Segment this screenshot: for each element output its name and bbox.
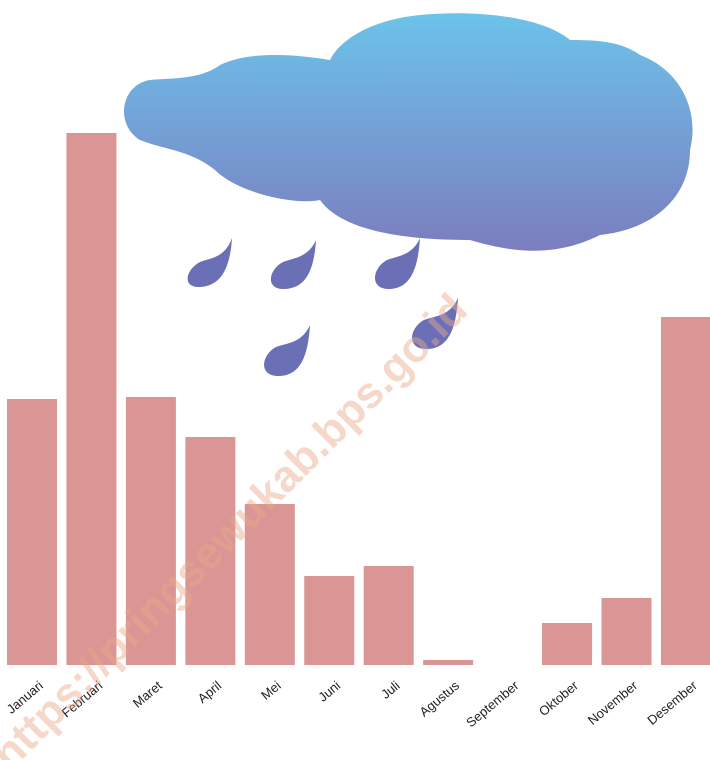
x-tick-label: Mei (258, 678, 284, 703)
bar (602, 598, 652, 665)
x-tick-label: Desember (644, 677, 700, 727)
bar (364, 566, 414, 665)
x-tick-label: Juli (378, 678, 403, 702)
x-tick-label: Maret (130, 678, 165, 711)
x-tick-label: Juni (315, 678, 343, 705)
bar (66, 133, 116, 665)
x-tick-label: April (195, 678, 225, 706)
x-tick-label: September (463, 677, 522, 730)
bar (7, 399, 57, 665)
bar (542, 623, 592, 665)
cloud (124, 13, 693, 250)
bar (423, 660, 473, 665)
bar (304, 576, 354, 665)
x-tick-label: Oktober (536, 677, 582, 719)
bar (661, 317, 710, 665)
x-tick-label: November (585, 677, 641, 727)
x-tick-label: Agustus (416, 677, 462, 719)
chart: JanuariFebruariMaretAprilMeiJuniJuliAgus… (0, 0, 710, 760)
